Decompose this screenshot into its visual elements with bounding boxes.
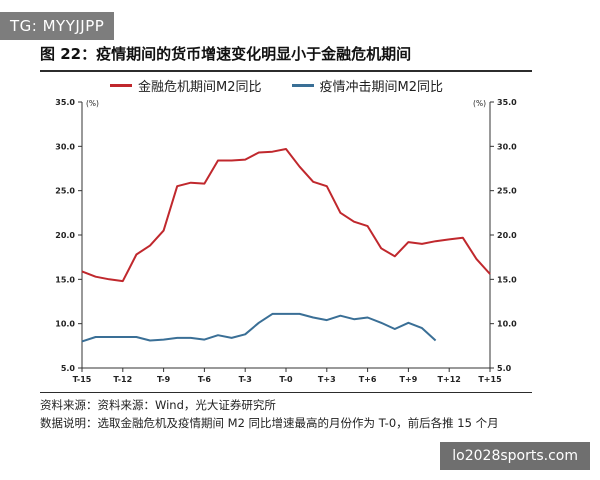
y-tick-label-left: 10.0: [55, 320, 75, 329]
y-tick-label-left: 35.0: [55, 98, 75, 107]
y-tick-label-left: 25.0: [55, 187, 75, 196]
legend-swatch-crisis: [110, 84, 132, 87]
x-tick-label: T-12: [113, 375, 132, 384]
footer-divider: [40, 392, 532, 393]
figure-title: 图 22：疫情期间的货币增速变化明显小于金融危机期间: [40, 43, 532, 72]
y-tick-label-right: 20.0: [497, 231, 517, 240]
legend-swatch-pandemic: [291, 84, 314, 87]
site-badge: lo2028sports.com: [440, 442, 590, 470]
y-tick-label-left: 15.0: [55, 275, 75, 284]
legend-label-pandemic: 疫情冲击期间M2同比: [319, 80, 444, 95]
legend-label-crisis: 金融危机期间M2同比: [138, 80, 262, 95]
y-tick-label-left: 20.0: [55, 231, 75, 240]
x-tick-label: T-9: [157, 375, 171, 384]
y-unit-left: (%): [86, 99, 99, 108]
series-line-crisis: [81, 148, 491, 283]
x-tick-label: T-15: [73, 375, 92, 384]
legend-item-crisis: 金融危机期间M2同比: [110, 76, 262, 95]
y-tick-label-left: 30.0: [55, 142, 75, 151]
source-note: 资料来源：资料来源：Wind，光大证券研究所: [40, 398, 276, 412]
y-tick-label-left: 5.0: [61, 364, 76, 373]
y-tick-label-right: 5.0: [497, 364, 512, 373]
x-tick-label: T+6: [359, 375, 377, 384]
x-tick-label: T-0: [279, 375, 293, 384]
y-tick-label-right: 30.0: [497, 142, 517, 151]
series-line-pandemic: [81, 312, 437, 343]
x-tick-label: T+12: [438, 375, 461, 384]
y-unit-right: (%): [473, 99, 486, 108]
y-tick-label-right: 10.0: [497, 320, 517, 329]
x-tick-label: T-6: [198, 375, 212, 384]
x-tick-label: T-3: [239, 375, 252, 384]
x-tick-label: T+9: [400, 375, 418, 384]
data-note: 数据说明：选取金融危机及疫情期间 M2 同比增速最高的月份作为 T-0，前后各推…: [40, 416, 499, 430]
x-tick-label: T+3: [318, 375, 336, 384]
x-tick-label: T+15: [478, 375, 502, 384]
watermark-label: TG: MYYJJPP: [0, 12, 115, 40]
y-tick-label-right: 25.0: [497, 187, 517, 196]
legend-item-pandemic: 疫情冲击期间M2同比: [291, 76, 444, 95]
y-tick-label-right: 15.0: [497, 275, 517, 284]
y-tick-label-right: 35.0: [497, 98, 517, 107]
chart-legend: 金融危机期间M2同比 疫情冲击期间M2同比: [110, 76, 443, 95]
